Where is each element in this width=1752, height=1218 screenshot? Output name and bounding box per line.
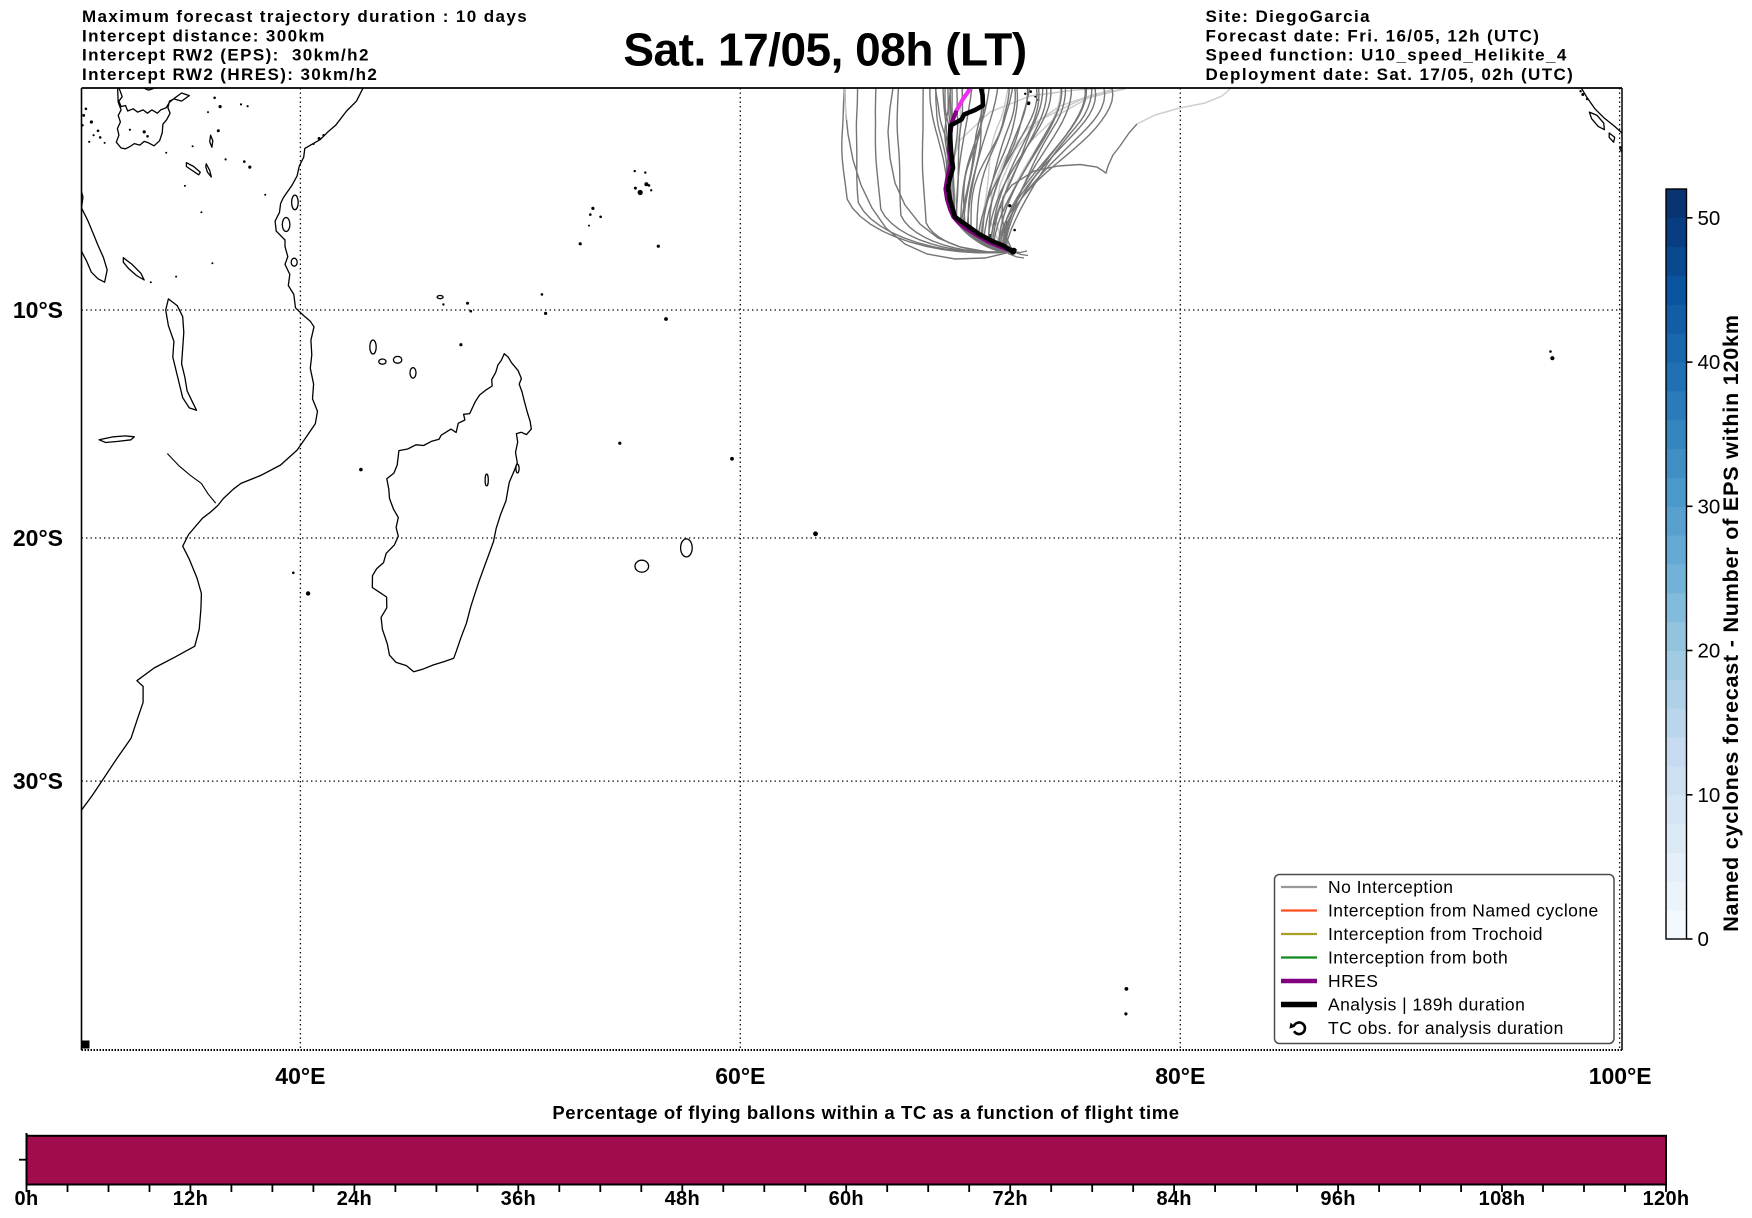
- svg-text:HRES: HRES: [1328, 971, 1378, 991]
- svg-text:Speed function: U10_speed_Heli: Speed function: U10_speed_Helikite_4: [1206, 46, 1568, 65]
- svg-text:10: 10: [1698, 784, 1721, 807]
- svg-text:30: 30: [1698, 495, 1721, 518]
- svg-text:Maximum forecast trajectory du: Maximum forecast trajectory duration : 1…: [82, 7, 528, 26]
- svg-text:Named cyclones forecast - Numb: Named cyclones forecast - Number of EPS …: [1719, 314, 1743, 932]
- svg-text:TC obs. for analysis duration: TC obs. for analysis duration: [1328, 1018, 1564, 1038]
- svg-text:No Interception: No Interception: [1328, 877, 1453, 897]
- svg-text:Interception from both: Interception from both: [1328, 948, 1508, 968]
- svg-text:40: 40: [1698, 351, 1721, 374]
- svg-text:36h: 36h: [501, 1188, 536, 1210]
- svg-text:84h: 84h: [1156, 1188, 1191, 1210]
- svg-text:0h: 0h: [15, 1188, 39, 1210]
- svg-text:Interception from Trochoid: Interception from Trochoid: [1328, 924, 1543, 944]
- svg-text:0: 0: [1698, 928, 1709, 951]
- svg-text:Intercept distance: 300km: Intercept distance: 300km: [82, 26, 326, 45]
- svg-text:Sat. 17/05, 08h (LT): Sat. 17/05, 08h (LT): [623, 24, 1026, 76]
- svg-text:Interception from Named cyclon: Interception from Named cyclone: [1328, 901, 1599, 921]
- svg-text:12h: 12h: [173, 1188, 208, 1210]
- svg-text:Intercept RW2 (HRES): 30km/h2: Intercept RW2 (HRES): 30km/h2: [82, 65, 378, 84]
- svg-text:96h: 96h: [1320, 1188, 1355, 1210]
- svg-text:100°E: 100°E: [1589, 1063, 1652, 1089]
- svg-text:Forecast date: Fri. 16/05, 12h: Forecast date: Fri. 16/05, 12h (UTC): [1206, 26, 1541, 45]
- svg-text:20: 20: [1698, 640, 1721, 663]
- svg-text:48h: 48h: [665, 1188, 700, 1210]
- svg-text:50: 50: [1698, 207, 1721, 230]
- svg-text:24h: 24h: [337, 1188, 372, 1210]
- svg-text:Site: DiegoGarcia: Site: DiegoGarcia: [1206, 7, 1372, 26]
- svg-text:60°E: 60°E: [715, 1063, 765, 1089]
- svg-text:Intercept RW2 (EPS): 30km/h2: Intercept RW2 (EPS): 30km/h2: [82, 46, 370, 65]
- svg-text:Percentage of flying ballons w: Percentage of flying ballons within a TC…: [552, 1102, 1179, 1123]
- svg-text:72h: 72h: [993, 1188, 1028, 1210]
- svg-text:120h: 120h: [1643, 1188, 1690, 1210]
- svg-text:10°S: 10°S: [13, 297, 63, 323]
- svg-text:80°E: 80°E: [1155, 1063, 1205, 1089]
- svg-text:40°E: 40°E: [275, 1063, 325, 1089]
- svg-text:30°S: 30°S: [13, 768, 63, 794]
- svg-text:Deployment date: Sat. 17/05, 0: Deployment date: Sat. 17/05, 02h (UTC): [1206, 65, 1575, 84]
- svg-text:Analysis | 189h duration: Analysis | 189h duration: [1328, 995, 1525, 1015]
- svg-text:20°S: 20°S: [13, 525, 63, 551]
- svg-text:60h: 60h: [829, 1188, 864, 1210]
- svg-text:108h: 108h: [1479, 1188, 1526, 1210]
